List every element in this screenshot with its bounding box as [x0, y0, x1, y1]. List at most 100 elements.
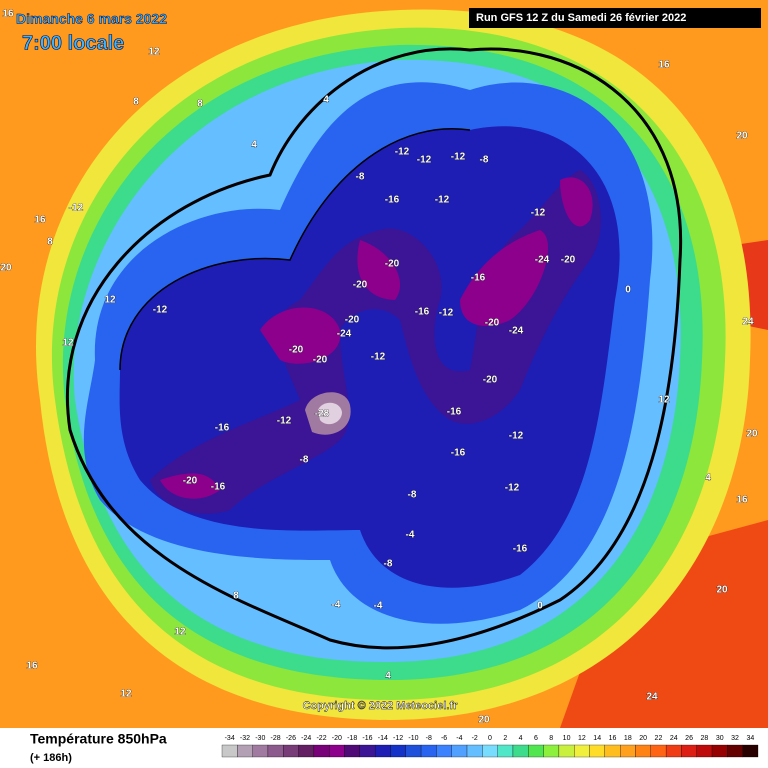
scale-swatch [482, 744, 498, 758]
scale-swatch [420, 744, 437, 758]
scale-label: 28 [701, 735, 709, 742]
map-label: -8 [408, 490, 417, 501]
map-label: -8 [480, 155, 489, 166]
scale-label: -32 [240, 735, 250, 742]
scale-label: 34 [746, 735, 754, 742]
map-label: 24 [646, 692, 658, 703]
map-label: -20 [485, 318, 500, 329]
scale-label: -22 [316, 735, 326, 742]
map-label: 20 [0, 263, 12, 274]
map-label: 12 [174, 627, 186, 638]
map-label: -20 [313, 355, 328, 366]
scale-label: -4 [456, 735, 462, 742]
map-label: 16 [658, 60, 670, 71]
date-text: Dimanche 6 mars 2022 [16, 11, 167, 27]
scale-swatch [237, 744, 253, 758]
map-label: -16 [471, 273, 486, 284]
map-label: -16 [513, 544, 528, 555]
map-label: 4 [385, 671, 391, 682]
map-label: -28 [315, 409, 330, 420]
map-label: -4 [374, 601, 383, 612]
map-label: -20 [289, 345, 304, 356]
map-label: -20 [561, 255, 576, 266]
scale-swatch [451, 744, 468, 758]
scale-label: 24 [670, 735, 678, 742]
color-scale: -34 -32 -30 -28 -26 -24 -22 -20 -18 -16 -14 -12 -10-… [221, 735, 759, 758]
scale-swatch [221, 744, 238, 758]
map-label: -8 [384, 559, 393, 570]
scale-swatch [727, 744, 743, 758]
map-label: -12 [69, 203, 84, 214]
map-label: -12 [277, 416, 292, 427]
map-label: 8 [197, 99, 203, 110]
scale-label: 4 [519, 735, 523, 742]
scale-label: 20 [639, 735, 647, 742]
scale-label: -20 [332, 735, 342, 742]
map-label: -16 [451, 448, 466, 459]
scale-label: -18 [347, 735, 357, 742]
map-label: -4 [406, 530, 415, 541]
scale-swatch [558, 744, 575, 758]
map-label: 4 [705, 473, 711, 484]
scale-swatch [650, 744, 667, 758]
scale-swatch [512, 744, 529, 758]
map-label: -20 [353, 280, 368, 291]
scale-swatch [329, 744, 345, 758]
scale-swatch [665, 744, 682, 758]
time-text: 7:00 locale [22, 32, 124, 54]
map-label: 8 [233, 591, 239, 602]
map-label: 16 [34, 215, 46, 226]
scale-swatch [436, 744, 452, 758]
scale-label: -16 [362, 735, 372, 742]
map-label: 12 [104, 295, 116, 306]
scale-swatch [574, 744, 590, 758]
map-label: 20 [746, 429, 758, 440]
map-label: -24 [535, 255, 550, 266]
scale-label: 0 [488, 735, 492, 742]
scale-label: 8 [549, 735, 553, 742]
run-banner [469, 8, 761, 28]
scale-label: 30 [716, 735, 724, 742]
map-label: 20 [716, 585, 728, 596]
map-label: -24 [509, 326, 524, 337]
map-label: 8 [47, 237, 53, 248]
scale-swatch [620, 744, 636, 758]
scale-label: 6 [534, 735, 538, 742]
map-label: -12 [439, 308, 454, 319]
map-label: -16 [415, 307, 430, 318]
map-label: -12 [417, 155, 432, 166]
scale-swatch [543, 744, 560, 758]
scale-swatch [635, 744, 651, 758]
map-label: 12 [120, 689, 132, 700]
scale-label: -26 [286, 735, 296, 742]
map-label: -12 [395, 147, 410, 158]
map-label: 16 [26, 661, 38, 672]
map-label: 12 [62, 338, 74, 349]
scale-label: -34 [225, 735, 235, 742]
map-label: -12 [435, 195, 450, 206]
scale-label: -28 [271, 735, 281, 742]
map-label: -20 [183, 476, 198, 487]
scale-label: -14 [378, 735, 388, 742]
map-label: -4 [332, 600, 341, 611]
scale-swatch [374, 744, 391, 758]
map-label: 16 [2, 9, 14, 20]
map-label: -16 [447, 407, 462, 418]
map-label: -20 [483, 375, 498, 386]
map-label: 4 [251, 140, 257, 151]
scale-swatch [696, 744, 713, 758]
scale-swatch [497, 744, 514, 758]
map-label: -12 [371, 352, 386, 363]
scale-swatch [742, 744, 759, 758]
scale-label: -6 [441, 735, 447, 742]
scale-swatch [267, 744, 284, 758]
scale-label: 14 [593, 735, 601, 742]
map-label: 12 [148, 47, 160, 58]
legend-title: Température 850hPa [30, 731, 167, 747]
scale-swatch [390, 744, 406, 758]
scale-label: 16 [609, 735, 617, 742]
scale-label: 26 [685, 735, 693, 742]
